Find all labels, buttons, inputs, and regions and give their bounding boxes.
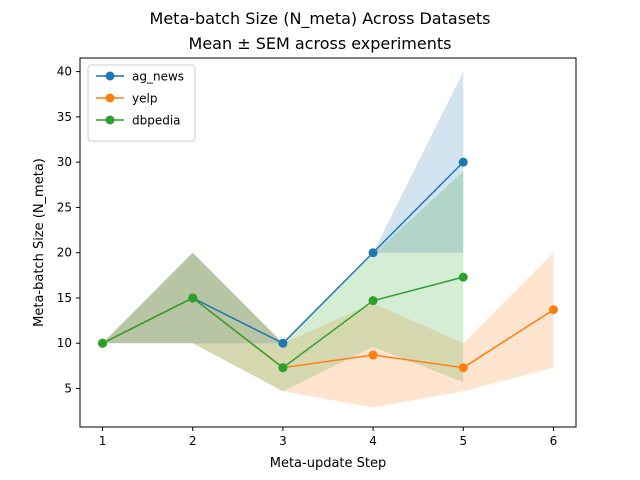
- y-tick-label: 20: [57, 246, 72, 260]
- x-tick-label: 5: [459, 434, 467, 448]
- y-tick-label: 25: [57, 200, 72, 214]
- data-point-dbpedia-5: [458, 272, 468, 282]
- data-point-ag_news-4: [368, 248, 378, 258]
- data-point-ag_news-5: [458, 157, 468, 167]
- data-point-dbpedia-2: [188, 293, 198, 303]
- data-point-yelp-4: [368, 350, 378, 360]
- y-tick-label: 15: [57, 291, 72, 305]
- plot-area-frame: [79, 57, 577, 428]
- legend-marker-yelp: [105, 93, 115, 103]
- data-point-yelp-5: [458, 363, 468, 373]
- chart-title: Meta-batch Size (N_meta) Across Datasets: [150, 9, 491, 29]
- x-tick-label: 4: [369, 434, 377, 448]
- y-tick-label: 40: [57, 65, 72, 79]
- data-point-dbpedia-3: [278, 363, 288, 373]
- sem-band-ag_news: [102, 71, 464, 344]
- series-markers: [98, 157, 558, 373]
- legend-label-dbpedia: dbpedia: [132, 114, 181, 128]
- sem-bands: [102, 71, 554, 408]
- x-tick-label: 3: [279, 434, 287, 448]
- x-tick-label: 6: [550, 434, 558, 448]
- x-axis: 1 2 3 4 5 6: [99, 427, 558, 448]
- legend-marker-ag_news: [105, 71, 115, 81]
- y-axis-label: Meta-batch Size (N_meta): [32, 158, 47, 327]
- y-tick-label: 35: [57, 110, 72, 124]
- legend-marker-dbpedia: [105, 115, 115, 125]
- x-tick-label: 1: [99, 434, 107, 448]
- legend-box: [87, 64, 196, 142]
- y-axis: 5 10 15 20 25 30 35 40: [57, 65, 80, 396]
- data-point-ag_news-3: [278, 338, 288, 348]
- x-axis-label: Meta-update Step: [270, 456, 387, 471]
- x-tick-label: 2: [189, 434, 197, 448]
- chart-subtitle: Mean ± SEM across experiments: [189, 34, 452, 53]
- data-point-dbpedia-4: [368, 296, 378, 306]
- data-point-dbpedia-1: [98, 338, 108, 348]
- y-tick-label: 5: [64, 382, 72, 396]
- y-tick-label: 10: [57, 336, 72, 350]
- data-point-yelp-6: [548, 305, 558, 315]
- y-tick-label: 30: [57, 155, 72, 169]
- legend-label-yelp: yelp: [132, 92, 157, 106]
- sem-band-yelp: [102, 252, 554, 408]
- sem-band-dbpedia: [102, 171, 464, 392]
- legend-label-ag_news: ag_news: [132, 70, 184, 84]
